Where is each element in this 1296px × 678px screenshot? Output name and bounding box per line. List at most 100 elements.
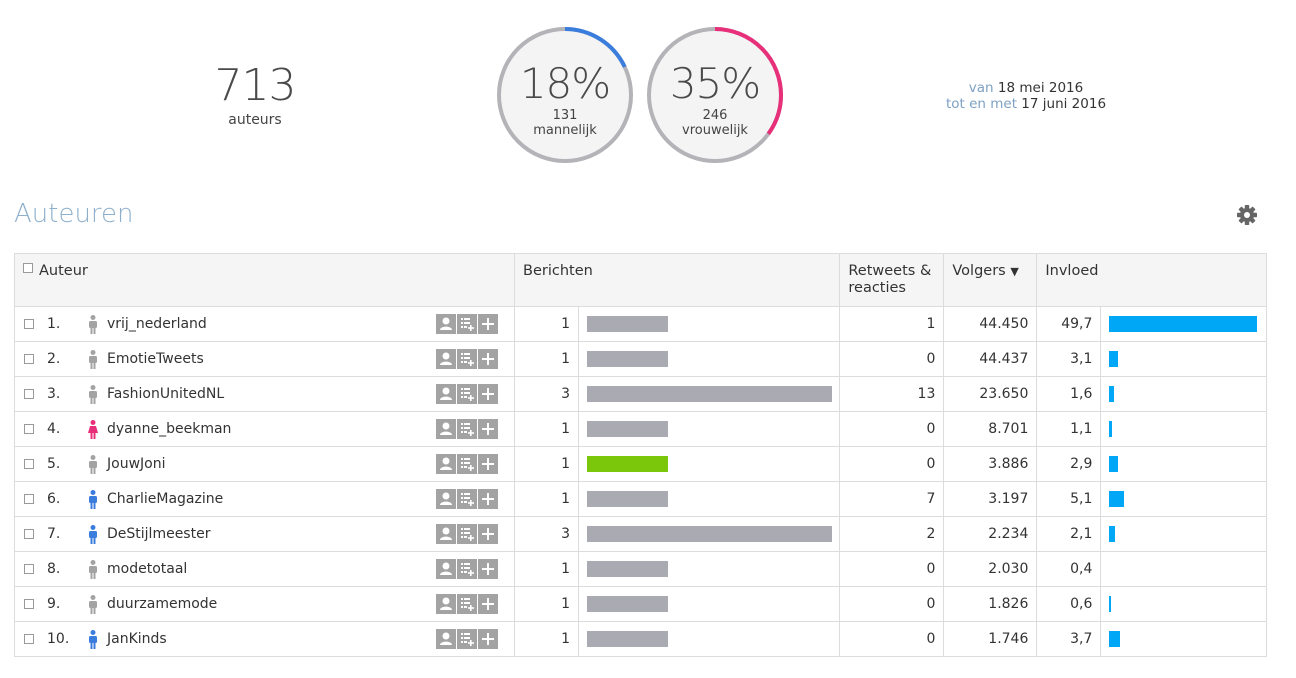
person-icon[interactable]: [436, 419, 456, 439]
plus-icon[interactable]: [478, 629, 498, 649]
list-add-icon[interactable]: [457, 524, 477, 544]
select-all-checkbox[interactable]: [23, 263, 33, 273]
plus-icon[interactable]: [478, 454, 498, 474]
person-icon[interactable]: [436, 489, 456, 509]
row-checkbox[interactable]: [24, 319, 34, 329]
author-name[interactable]: modetotaal: [107, 561, 188, 577]
sort-desc-icon[interactable]: ▼: [1010, 265, 1019, 278]
messages-count: 1: [514, 481, 579, 517]
row-checkbox[interactable]: [24, 529, 34, 539]
gender-female-icon: [87, 420, 99, 439]
followers-count: 1.746: [943, 621, 1038, 657]
male-label: mannelijk: [533, 123, 597, 138]
table-row[interactable]: 6. CharlieMagazine 1 7 3.197 5,1: [14, 481, 1267, 517]
messages-bar-cell: [577, 481, 841, 517]
row-checkbox[interactable]: [24, 354, 34, 364]
table-row[interactable]: 4. dyanne_beekman 1 0 8.701 1,1: [14, 411, 1267, 447]
author-rank: 2.: [47, 351, 61, 367]
plus-icon[interactable]: [478, 349, 498, 369]
list-add-icon[interactable]: [457, 419, 477, 439]
female-percent: 35%: [669, 59, 761, 108]
gender-unknown-icon: [87, 560, 99, 579]
gender-male-icon: [87, 630, 99, 649]
messages-count: 1: [514, 586, 579, 622]
row-checkbox[interactable]: [24, 424, 34, 434]
author-name[interactable]: EmotieTweets: [107, 351, 204, 367]
date-to: 17 juni 2016: [1021, 96, 1107, 112]
section-title: Auteuren: [14, 199, 134, 229]
author-name[interactable]: duurzamemode: [107, 596, 218, 612]
retweets-count: 2: [839, 516, 945, 552]
list-add-icon[interactable]: [457, 349, 477, 369]
row-checkbox[interactable]: [24, 634, 34, 644]
author-name[interactable]: JanKinds: [107, 631, 167, 647]
author-name[interactable]: FashionUnitedNL: [107, 386, 225, 402]
author-cell: 7. DeStijlmeester: [14, 516, 515, 552]
person-icon[interactable]: [436, 314, 456, 334]
list-add-icon[interactable]: [457, 454, 477, 474]
table-row[interactable]: 8. modetotaal 1 0 2.030 0,4: [14, 551, 1267, 587]
person-icon[interactable]: [436, 454, 456, 474]
author-cell: 8. modetotaal: [14, 551, 515, 587]
row-checkbox[interactable]: [24, 599, 34, 609]
author-name[interactable]: JouwJoni: [107, 456, 166, 472]
list-add-icon[interactable]: [457, 629, 477, 649]
influence-value: 0,6: [1036, 586, 1102, 622]
gear-icon[interactable]: [1236, 204, 1258, 226]
influence-bar-cell: [1100, 446, 1267, 482]
messages-bar: [587, 456, 668, 472]
female-donut: 35% 246 vrouwelijk: [645, 25, 785, 165]
plus-icon[interactable]: [478, 594, 498, 614]
table-row[interactable]: 9. duurzamemode 1 0 1.826 0,6: [14, 586, 1267, 622]
column-header-influence[interactable]: Invloed: [1036, 253, 1267, 307]
author-name[interactable]: DeStijlmeester: [107, 526, 211, 542]
column-header-messages[interactable]: Berichten: [513, 253, 841, 307]
list-add-icon[interactable]: [457, 384, 477, 404]
row-actions: [436, 384, 499, 404]
table-row[interactable]: 1. vrij_nederland 1 1 44.450 49,7: [14, 306, 1267, 342]
author-name[interactable]: vrij_nederland: [107, 316, 207, 332]
person-icon[interactable]: [436, 629, 456, 649]
list-add-icon[interactable]: [457, 594, 477, 614]
author-name[interactable]: CharlieMagazine: [107, 491, 224, 507]
list-add-icon[interactable]: [457, 559, 477, 579]
messages-bar: [587, 421, 668, 437]
table-row[interactable]: 5. JouwJoni 1 0 3.886 2,9: [14, 446, 1267, 482]
retweets-count: 7: [839, 481, 945, 517]
author-rank: 10.: [47, 631, 70, 647]
row-checkbox[interactable]: [24, 494, 34, 504]
plus-icon[interactable]: [478, 384, 498, 404]
date-range: van 18 mei 2016 tot en met 17 juni 2016: [920, 80, 1132, 112]
plus-icon[interactable]: [478, 419, 498, 439]
messages-bar: [587, 526, 832, 542]
messages-bar-cell: [577, 551, 841, 587]
person-icon[interactable]: [436, 349, 456, 369]
column-header-followers[interactable]: Volgers ▼: [943, 253, 1038, 307]
person-icon[interactable]: [436, 559, 456, 579]
row-actions: [436, 349, 499, 369]
table-row[interactable]: 7. DeStijlmeester 3 2 2.234 2,1: [14, 516, 1267, 552]
person-icon[interactable]: [436, 384, 456, 404]
person-icon[interactable]: [436, 594, 456, 614]
influence-bar: [1109, 386, 1115, 402]
row-checkbox[interactable]: [24, 564, 34, 574]
plus-icon[interactable]: [478, 524, 498, 544]
row-checkbox[interactable]: [24, 459, 34, 469]
plus-icon[interactable]: [478, 314, 498, 334]
plus-icon[interactable]: [478, 559, 498, 579]
column-header-author[interactable]: Auteur: [14, 253, 515, 307]
messages-bar-cell: [577, 621, 841, 657]
author-cell: 4. dyanne_beekman: [14, 411, 515, 447]
table-row[interactable]: 3. FashionUnitedNL 3 13 23.650 1,6: [14, 376, 1267, 412]
list-add-icon[interactable]: [457, 314, 477, 334]
list-add-icon[interactable]: [457, 489, 477, 509]
messages-bar-cell: [577, 376, 841, 412]
row-checkbox[interactable]: [24, 389, 34, 399]
plus-icon[interactable]: [478, 489, 498, 509]
column-header-retweets[interactable]: Retweets & reacties: [839, 253, 945, 307]
table-row[interactable]: 10. JanKinds 1 0 1.746 3,7: [14, 621, 1267, 657]
person-icon[interactable]: [436, 524, 456, 544]
table-row[interactable]: 2. EmotieTweets 1 0 44.437 3,1: [14, 341, 1267, 377]
messages-bar-cell: [577, 411, 841, 447]
author-name[interactable]: dyanne_beekman: [107, 421, 232, 437]
